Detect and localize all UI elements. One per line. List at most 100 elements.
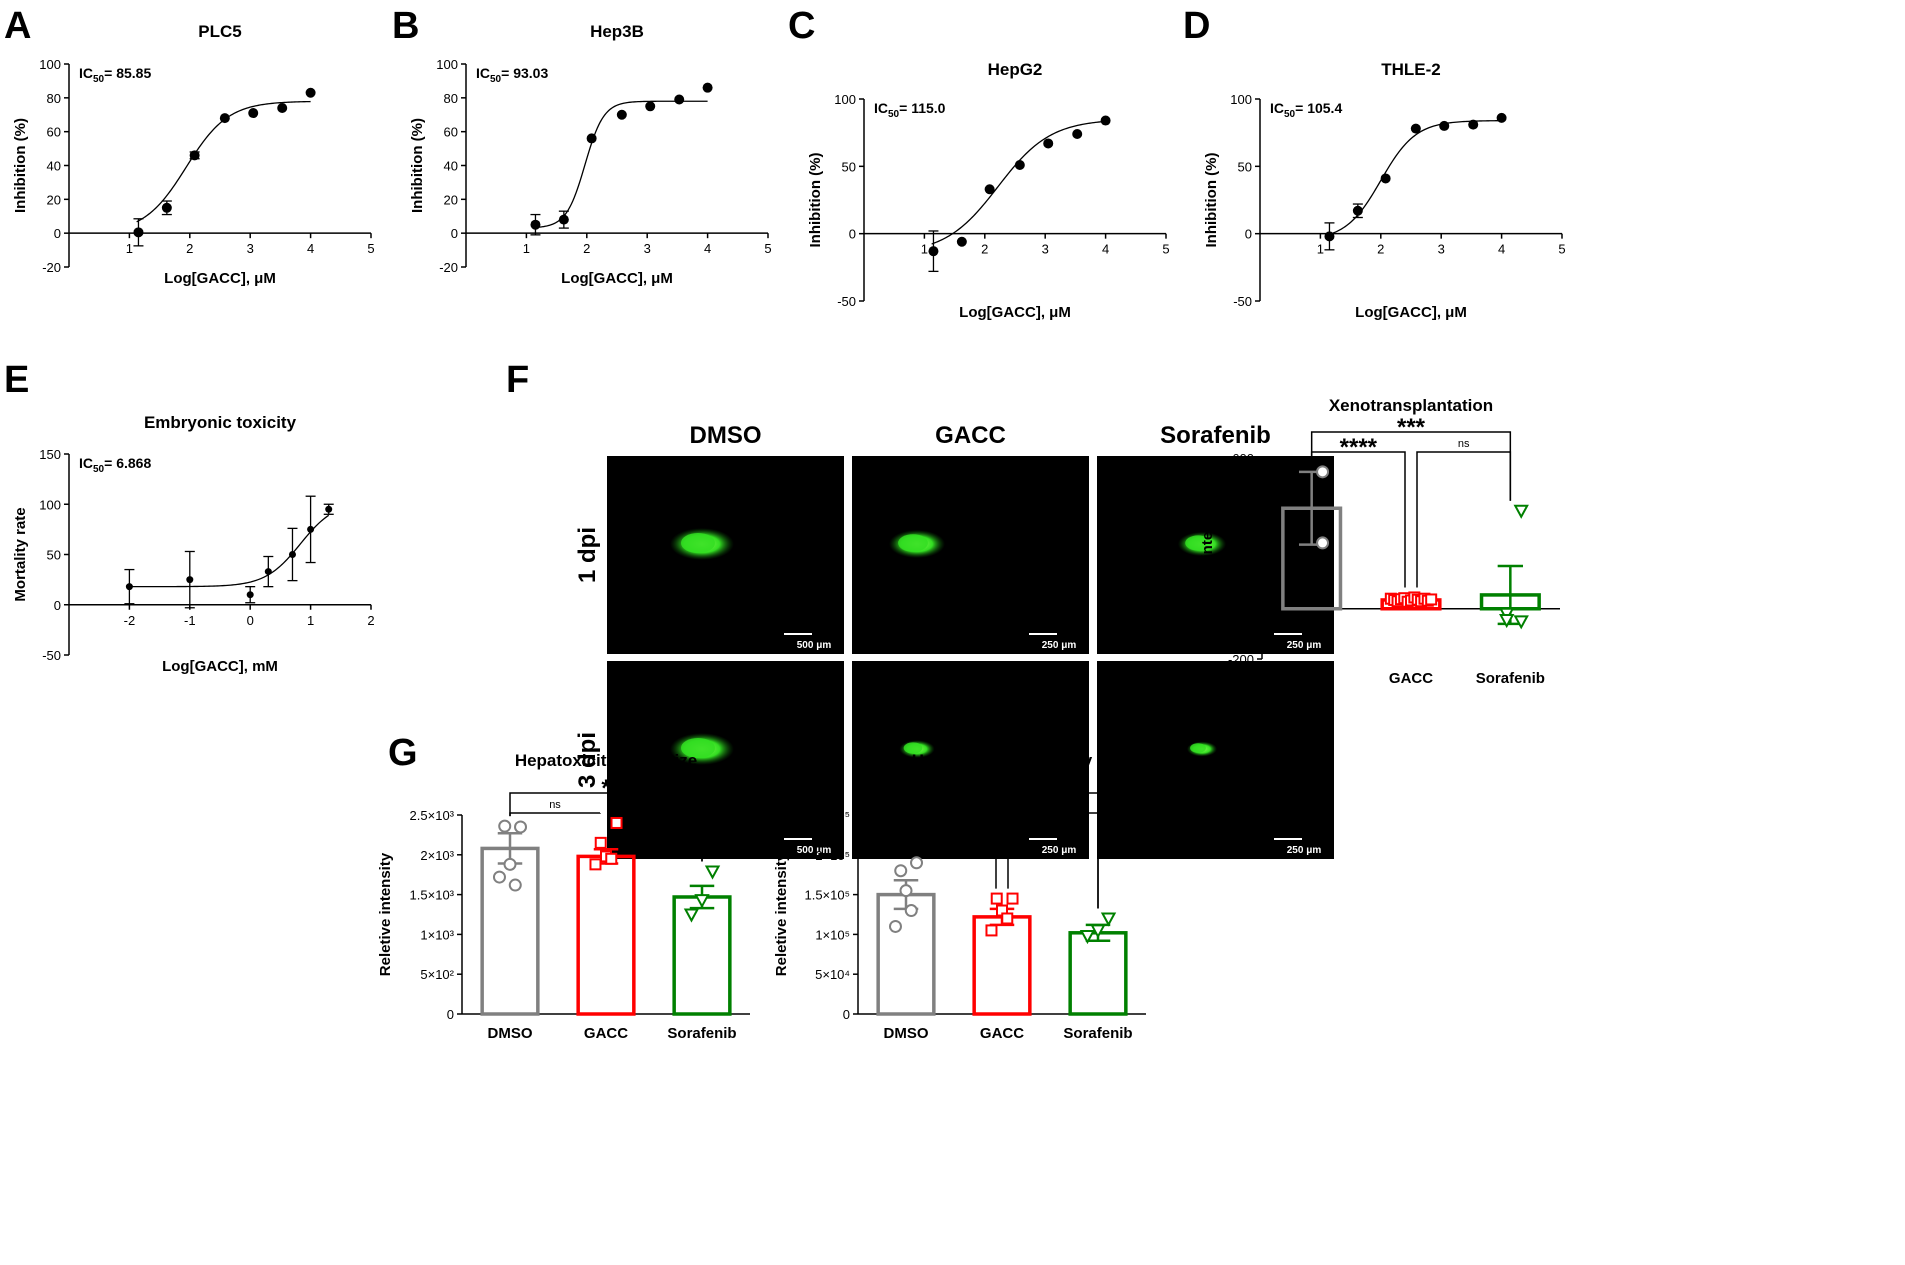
x-tick-label: 1 — [307, 613, 314, 628]
scale-bar-label: 250 μm — [1042, 845, 1077, 856]
significance-label: ns — [1047, 799, 1059, 811]
ic50-subscript: 50 — [888, 109, 900, 120]
y-tick-label: 1.5×10⁵ — [804, 888, 850, 903]
ic50-label: IC50= 6.868 — [79, 455, 151, 475]
y-tick-label: 400 — [1232, 501, 1254, 516]
significance-label: ns — [651, 799, 663, 811]
ic50-prefix: IC — [1270, 100, 1284, 116]
significance-bracket — [1310, 451, 1406, 588]
y-tick-label: 20 — [444, 192, 458, 207]
data-point — [990, 892, 1003, 905]
image-background — [607, 456, 844, 654]
x-category-label: Sorafenib — [1063, 1025, 1132, 1042]
fit-curve — [931, 120, 1106, 245]
y-axis-label: Mortality rate — [12, 507, 29, 601]
data-point — [246, 591, 254, 599]
data-point — [189, 150, 200, 161]
x-tick-label: 4 — [704, 241, 711, 256]
data-point — [277, 102, 288, 113]
y-tick-label: 2.5×10³ — [410, 808, 455, 823]
fluorescence-core — [903, 742, 923, 754]
x-axis-label: Log[GACC], mM — [162, 658, 278, 675]
image-background — [607, 661, 844, 859]
fluorescence-image: 500 μm — [607, 661, 844, 859]
image-row-label: 1 dpi — [574, 527, 601, 583]
data-point — [307, 525, 315, 533]
data-point — [1425, 593, 1438, 606]
y-axis-label: Inhibition (%) — [1203, 153, 1220, 248]
x-tick-label: 2 — [981, 242, 988, 257]
data-point — [508, 878, 522, 892]
ic50-label: IC50= 105.4 — [1270, 100, 1342, 120]
image-column-label: Sorafenib — [1160, 422, 1271, 449]
panel-letter: A — [4, 5, 31, 47]
data-point — [1380, 173, 1391, 184]
x-tick-label: 1 — [523, 241, 530, 256]
bar — [480, 846, 540, 1016]
data-point — [1468, 119, 1479, 130]
data-point — [503, 857, 517, 871]
chart-h: H Hepatoxicity_Intensity 0 5×10⁴ 1×10⁵ 1.5×10… — [773, 732, 1146, 1042]
image-row-label: 3 dpi — [574, 732, 601, 788]
data-point — [888, 919, 902, 933]
chart-title: Hepatoxicity_Intensity — [912, 751, 1093, 770]
bar — [972, 915, 1032, 1016]
chart-title: Hepatoxicity_liver size — [515, 751, 697, 770]
panel-letter: B — [392, 5, 419, 47]
x-tick-label: -1 — [184, 613, 196, 628]
ic50-value: = 93.03 — [501, 65, 548, 81]
y-tick-label: -20 — [439, 260, 458, 275]
y-tick-label: 80 — [47, 91, 61, 106]
data-point — [514, 820, 528, 834]
y-tick-label: 40 — [444, 159, 458, 174]
significance-bracket — [1007, 812, 1099, 909]
x-tick-label: 3 — [1042, 242, 1049, 257]
chart-b: B Hep3B -20 0 20 40 60 80 100 1 2 3 4 5 Log[GACC], μM I… — [392, 5, 772, 287]
x-tick-label: 2 — [583, 241, 590, 256]
y-tick-label: 200 — [1232, 552, 1254, 567]
data-point — [125, 583, 133, 591]
fluorescence-core — [681, 738, 715, 758]
y-tick-label: 100 — [39, 497, 61, 512]
data-point — [910, 856, 924, 870]
image-background — [1097, 456, 1334, 654]
y-tick-label: -50 — [42, 648, 61, 663]
y-tick-label: 0 — [54, 226, 61, 241]
y-tick-label: 60 — [444, 125, 458, 140]
significance-label: * — [601, 775, 611, 802]
panel-letter: D — [1183, 5, 1210, 47]
x-tick-label: 5 — [1162, 242, 1169, 257]
data-point — [530, 219, 541, 230]
fit-curve — [533, 100, 708, 229]
y-tick-label: 1.5×10³ — [410, 888, 455, 903]
x-tick-label: 3 — [247, 241, 254, 256]
data-point — [1079, 929, 1096, 945]
x-tick-label: 4 — [307, 241, 314, 256]
fluorescence-core — [1185, 535, 1211, 551]
y-tick-label: 0 — [451, 226, 458, 241]
y-tick-label: 100 — [436, 57, 458, 72]
data-point — [1513, 504, 1529, 519]
y-tick-label: 50 — [842, 159, 856, 174]
x-axis-label: Log[GACC], μM — [561, 270, 673, 287]
data-point — [248, 108, 259, 119]
data-point — [219, 113, 230, 124]
y-tick-label: -20 — [42, 260, 61, 275]
y-tick-label: 20 — [47, 192, 61, 207]
y-tick-label: 600 — [1232, 451, 1254, 466]
y-tick-label: -50 — [1233, 294, 1252, 309]
ic50-subscript: 50 — [93, 464, 105, 475]
chart-e: E Embryonic toxicity -50 0 50 100 150 -2 -1 0 1 2 Lo… — [4, 359, 375, 675]
panel-letter: F — [506, 359, 529, 401]
scale-bar-label: 250 μm — [1042, 640, 1077, 651]
data-point — [1100, 115, 1111, 126]
x-category-label: DMSO — [884, 1025, 929, 1042]
x-tick-label: 0 — [247, 613, 254, 628]
x-category-label: GACC — [1389, 670, 1433, 687]
scale-bar-label: 250 μm — [1287, 640, 1322, 651]
data-point — [610, 816, 623, 829]
x-axis-label: Log[GACC], μM — [1355, 304, 1467, 321]
y-axis-label: Inhibition (%) — [12, 118, 29, 213]
x-tick-label: 5 — [1558, 242, 1565, 257]
significance-label: ns — [1458, 438, 1470, 450]
